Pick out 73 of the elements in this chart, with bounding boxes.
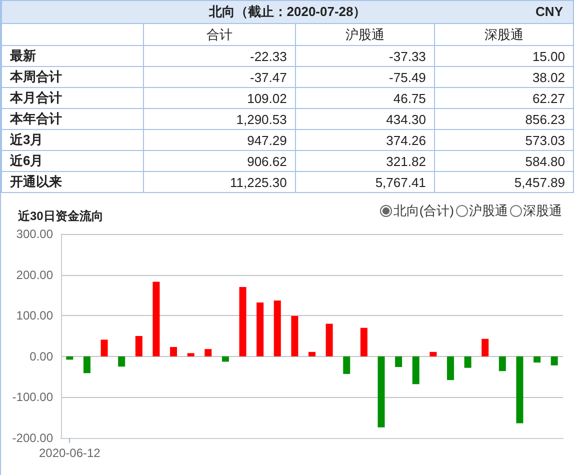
bar — [464, 356, 472, 368]
bar — [360, 328, 368, 356]
bar — [412, 356, 420, 384]
text: 深股通 — [434, 24, 574, 46]
text: 北向(合计) — [393, 202, 454, 220]
data-label: 856.23 — [434, 108, 574, 130]
bar — [83, 356, 90, 374]
chart-title: 近30日资金流向 — [17, 209, 104, 223]
bar — [430, 352, 437, 356]
data-label: 573.03 — [434, 130, 574, 150]
bar — [482, 338, 489, 356]
x-tick-label: 2020-06-12 — [38, 446, 101, 460]
data-label: 434.30 — [295, 108, 434, 130]
bar — [308, 352, 316, 356]
data-label: 38.02 — [434, 66, 574, 88]
category-label: 最新 — [2, 46, 144, 66]
data-label: 947.29 — [143, 130, 296, 150]
bar — [152, 282, 160, 356]
category-label: 近6月 — [2, 150, 144, 172]
category-label: 本周合计 — [2, 66, 144, 88]
bar — [187, 353, 194, 356]
text: CNY — [536, 4, 563, 19]
y-tick-label: 200.00 — [16, 268, 54, 282]
bar — [343, 356, 350, 374]
category-label: 本年合计 — [2, 108, 144, 130]
bar — [118, 356, 126, 367]
bar — [66, 356, 74, 360]
bar — [326, 324, 333, 356]
bar — [516, 356, 524, 424]
category-label: 本月合计 — [2, 88, 144, 108]
bar — [550, 356, 558, 366]
bar — [274, 300, 281, 356]
data-label: 1,290.53 — [143, 108, 296, 130]
bar — [291, 316, 298, 356]
bar — [256, 302, 264, 356]
bar — [222, 356, 229, 362]
data-label: 906.62 — [143, 150, 296, 172]
text: 北向（截止：2020-07-28） — [208, 4, 366, 19]
data-label: 374.26 — [295, 130, 434, 150]
text: 沪股通 — [469, 202, 508, 220]
data-label: 109.02 — [143, 88, 296, 108]
data-label: -37.47 — [143, 66, 296, 88]
data-label: 5,457.89 — [434, 172, 574, 192]
bar — [446, 356, 454, 380]
data-label: 5,767.41 — [295, 172, 434, 192]
bar — [378, 356, 385, 428]
bar — [135, 336, 142, 356]
data-label: 15.00 — [434, 46, 574, 66]
data-label: -37.33 — [295, 46, 434, 66]
data-label: 46.75 — [295, 88, 434, 108]
data-label: 321.82 — [295, 150, 434, 172]
text: 合计 — [143, 24, 296, 46]
y-tick-label: 100.00 — [16, 308, 54, 323]
text: 沪股通 — [295, 24, 434, 46]
y-tick-label: 0.00 — [30, 349, 54, 364]
bar — [498, 356, 506, 372]
y-tick-label: -100.00 — [12, 390, 54, 404]
bar — [534, 356, 541, 363]
bar — [395, 356, 402, 368]
category-label: 开通以来 — [2, 172, 144, 192]
y-tick-label: 300.00 — [16, 227, 54, 241]
data-label: 11,225.30 — [143, 172, 296, 192]
data-label: -22.33 — [143, 46, 296, 66]
bar — [100, 340, 108, 356]
category-label: 近3月 — [2, 130, 144, 150]
data-label: -75.49 — [295, 66, 434, 88]
bar — [204, 349, 212, 356]
bar — [170, 347, 178, 356]
y-tick-label: -200.00 — [12, 431, 54, 445]
text: 深股通 — [523, 202, 562, 220]
bar — [239, 287, 246, 356]
data-label: 584.80 — [434, 150, 574, 172]
data-label: 62.27 — [434, 88, 574, 108]
